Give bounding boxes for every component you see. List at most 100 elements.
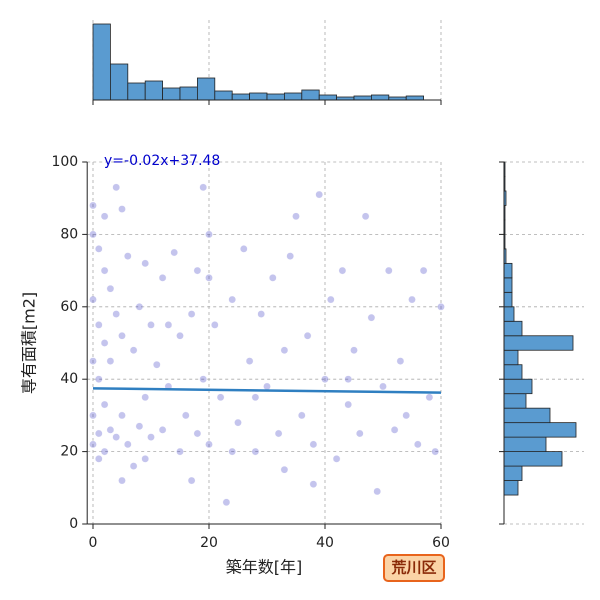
point — [413, 440, 422, 449]
hist-bar — [301, 89, 320, 101]
hist-bar — [503, 480, 519, 496]
hist-bar — [179, 86, 198, 101]
hist-bar — [110, 63, 129, 101]
point — [222, 498, 231, 507]
hist-bar — [503, 407, 551, 424]
point — [361, 212, 370, 221]
hist-bar — [353, 95, 372, 101]
point — [100, 212, 109, 221]
point — [280, 465, 289, 474]
hist-bar — [503, 364, 523, 380]
point — [129, 462, 138, 470]
point — [199, 375, 207, 384]
fit-line — [92, 387, 442, 394]
point — [384, 266, 393, 275]
point — [251, 393, 260, 402]
y-tick-label: 40 — [60, 371, 78, 387]
point — [228, 447, 236, 456]
point — [89, 357, 97, 365]
point — [181, 411, 190, 420]
point — [135, 302, 144, 311]
point — [176, 331, 184, 340]
y-tick-label: 60 — [60, 299, 78, 315]
point — [396, 357, 405, 365]
point — [234, 418, 242, 427]
point — [141, 393, 149, 402]
point — [95, 245, 103, 253]
point — [344, 375, 353, 384]
point — [112, 433, 120, 441]
hist-bar — [266, 93, 285, 101]
hist-bar — [503, 465, 523, 481]
hist-bar — [503, 277, 513, 293]
hist-bar — [405, 95, 425, 101]
point — [303, 331, 312, 340]
hist-bar — [503, 422, 577, 438]
x-tick-label: 0 — [89, 535, 98, 551]
point — [89, 230, 97, 239]
point — [95, 375, 103, 384]
tag-label: 荒川区 — [391, 559, 436, 577]
point — [228, 295, 236, 304]
point — [425, 393, 434, 402]
point — [112, 310, 120, 318]
tag-box — [383, 554, 445, 582]
point — [158, 426, 167, 434]
point — [419, 266, 428, 275]
point — [210, 321, 219, 329]
hist-bar — [503, 451, 563, 467]
point — [193, 266, 202, 275]
point — [118, 411, 126, 420]
point — [95, 429, 103, 438]
hist-bar — [249, 92, 268, 101]
y-tick-label: 20 — [60, 444, 78, 460]
hist-bar — [503, 262, 513, 279]
point — [373, 487, 382, 496]
point — [89, 440, 97, 449]
hist-bar — [318, 94, 338, 101]
hist-bar — [127, 82, 146, 101]
point — [437, 302, 445, 311]
point — [274, 429, 283, 438]
point — [100, 447, 109, 456]
y-tick-label: 100 — [51, 154, 78, 170]
point — [268, 274, 277, 282]
point — [367, 313, 376, 322]
point — [350, 346, 358, 355]
point — [402, 411, 411, 420]
hist-bar — [196, 77, 216, 101]
point — [205, 274, 213, 282]
point — [205, 440, 213, 449]
hist-bar — [231, 93, 250, 101]
hist-bar — [503, 349, 519, 366]
x-tick-label: 40 — [316, 535, 334, 551]
hist-bar — [162, 87, 181, 101]
point — [315, 190, 324, 199]
point — [89, 295, 97, 304]
hist-bar — [92, 23, 111, 101]
point — [326, 295, 335, 304]
point — [170, 248, 178, 257]
point — [338, 266, 347, 275]
hist-bar — [503, 306, 515, 322]
point — [118, 331, 126, 340]
y-tick-label: 0 — [69, 516, 78, 532]
point — [205, 230, 213, 239]
point — [95, 321, 103, 329]
point — [187, 476, 196, 485]
point — [187, 310, 196, 318]
point — [124, 252, 132, 260]
point — [193, 429, 202, 438]
point — [124, 440, 132, 449]
y-axis-label: 専有面積[m2] — [20, 292, 39, 394]
point — [390, 426, 399, 434]
point — [100, 266, 109, 275]
point — [152, 360, 161, 369]
hist-bar — [144, 80, 163, 101]
point — [257, 310, 266, 318]
hist-bar — [503, 291, 513, 308]
point — [344, 400, 353, 409]
hist-bar — [283, 92, 303, 101]
point — [199, 183, 207, 192]
